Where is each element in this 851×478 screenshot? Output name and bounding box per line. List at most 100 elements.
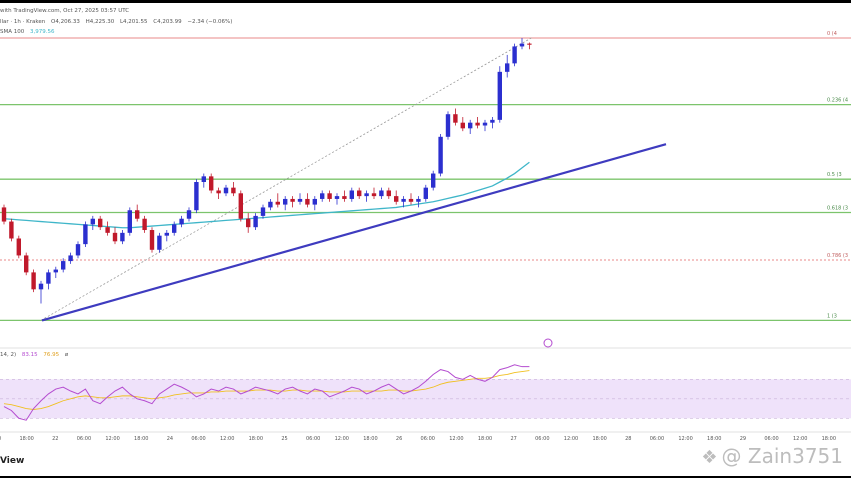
x-tick-label: 12:00 (105, 436, 119, 442)
candle-body (320, 193, 325, 199)
rsi-value-1: 83.15 (21, 352, 38, 358)
candle-body (16, 238, 21, 256)
x-tick-label: 27 (511, 436, 517, 442)
x-tick-label: 18:00 (707, 436, 721, 442)
watermark: ❖ @ Zain3751 (701, 444, 843, 468)
rsi-value-2: 76.95 (43, 352, 60, 358)
candle-body (253, 215, 258, 228)
x-tick-label: 12:00 (793, 436, 807, 442)
x-tick-label: 29 (740, 436, 746, 442)
eye-icon[interactable]: ø (64, 352, 69, 358)
alert-icon[interactable] (543, 338, 553, 348)
price-chart[interactable]: 0 (4 0.236 (4 0.5 (3 0.618 (3 0.786 (3 1 (3 00… (0, 3, 851, 476)
candle-body (364, 193, 369, 197)
watermark-text: @ Zain3751 (721, 444, 843, 468)
x-tick-label: 06:00 (764, 436, 778, 442)
candle-body (238, 193, 243, 219)
x-tick-label: 12:00 (564, 436, 578, 442)
candle-body (90, 218, 95, 225)
x-tick-label: 25 (281, 436, 287, 442)
candle-body (172, 224, 177, 233)
candle-body (527, 43, 532, 45)
candle-body (490, 119, 495, 123)
candle-body (98, 218, 103, 228)
candle-body (201, 176, 206, 182)
symbol-text: llar · 1h · Kraken (0, 19, 46, 25)
candle-body (83, 224, 88, 245)
candle-body (408, 198, 414, 202)
candle-body (1, 207, 7, 222)
rsi-params: 14, 2) (0, 352, 17, 358)
published-line: with TradingView.com, Oct 27, 2025 03:57… (0, 8, 133, 14)
candle-body (46, 272, 51, 284)
fib-label-3: 0.618 (3 (827, 206, 848, 212)
candle-body (142, 218, 147, 231)
high-value: H4,225.30 (85, 19, 115, 25)
candle-body (38, 283, 44, 290)
candle-body (31, 272, 36, 290)
candle-body (135, 210, 140, 219)
x-tick-label: 18:00 (363, 436, 377, 442)
x-tick-label: 06:00 (421, 436, 435, 442)
sma-line: SMA 100 3,979.56 (0, 29, 59, 35)
candle-body (24, 255, 29, 273)
sma-value: 3,979.56 (30, 29, 55, 35)
sma-line (3, 161, 530, 229)
candle-body (194, 182, 199, 211)
candle-body (334, 196, 340, 199)
candle-body (401, 198, 406, 202)
candle-body (468, 122, 473, 129)
x-tick-label: 12:00 (220, 436, 234, 442)
candle-body (519, 43, 525, 47)
candle-body (223, 187, 229, 194)
candle-body (9, 221, 14, 239)
sma-label: SMA 100 (0, 29, 25, 35)
x-tick-label: 06:00 (650, 436, 664, 442)
candle-body (157, 235, 162, 250)
x-tick-label: 24 (167, 436, 173, 442)
x-tick-label: 18:00 (19, 436, 33, 442)
change-value: −2.34 (−0.06%) (187, 19, 233, 25)
candle-body (268, 201, 273, 208)
candle-body (453, 114, 458, 123)
x-tick-label: 18:00 (478, 436, 492, 442)
close-value: C4,203.99 (153, 19, 182, 25)
candle-body (290, 198, 295, 202)
candle-body (379, 190, 384, 197)
x-tick-label: 12:00 (678, 436, 692, 442)
x-tick-label: 18:00 (592, 436, 606, 442)
x-tick-label: 12:00 (335, 436, 349, 442)
x-tick-label: 18:00 (249, 436, 263, 442)
fib-label-5: 1 (3 (827, 313, 837, 319)
fib-label-4: 0.786 (3 (827, 253, 848, 259)
candle-body (164, 232, 169, 236)
candle-body (112, 232, 118, 242)
candle-body (283, 198, 288, 205)
fib-label-2: 0.5 (3 (827, 172, 842, 178)
x-tick-label: 06:00 (306, 436, 320, 442)
candle-body (231, 187, 236, 194)
candle-body (505, 63, 510, 72)
candle-body (275, 201, 280, 205)
candle-body (246, 218, 251, 228)
tradingview-logo-text: View (0, 456, 25, 466)
x-tick-label: 28 (625, 436, 631, 442)
candle-body (209, 176, 214, 191)
x-tick-label: 06:00 (535, 436, 549, 442)
x-tick-label: 26 (396, 436, 402, 442)
candle-body (349, 190, 354, 199)
fib-label-1: 0.236 (4 (827, 98, 848, 104)
candle-body (216, 190, 221, 194)
fib-label-0: 0 (4 (827, 31, 837, 37)
candle-body (394, 196, 399, 202)
x-tick-label: 00 (0, 436, 1, 442)
candle-body (61, 261, 66, 270)
candle-body (386, 190, 391, 197)
published-text: with TradingView.com, Oct 27, 2025 03:57… (0, 8, 130, 14)
rsi-header: 14, 2) 83.15 76.95 ø (0, 352, 72, 358)
candle-body (186, 210, 192, 219)
candle-body (327, 193, 332, 199)
candle-body (260, 207, 266, 216)
x-tick-label: 06:00 (77, 436, 91, 442)
